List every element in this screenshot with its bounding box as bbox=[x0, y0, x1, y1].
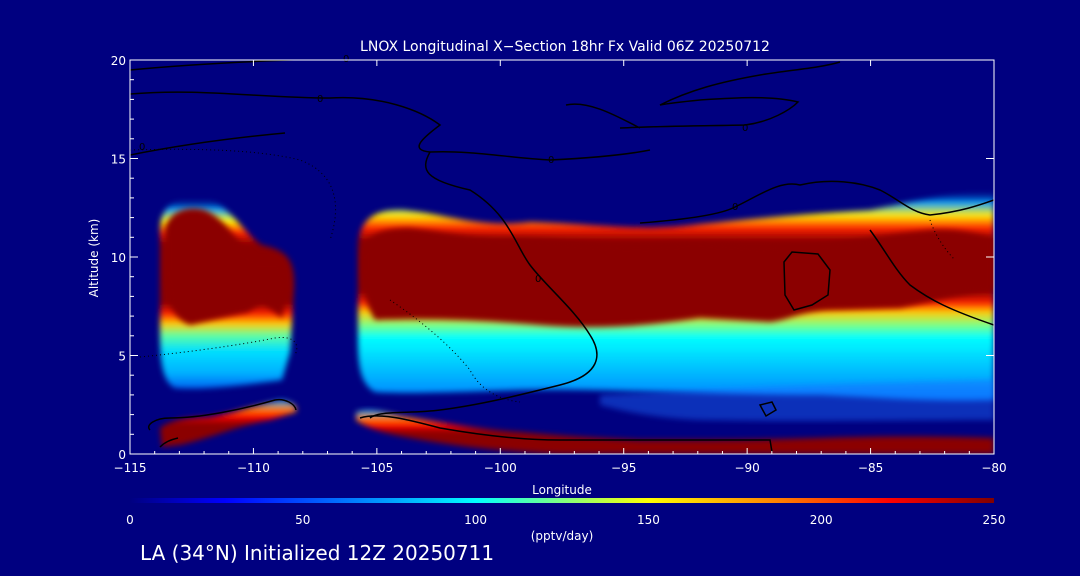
upper-core-left bbox=[165, 208, 288, 325]
y-tick-label: 10 bbox=[111, 251, 126, 265]
contour-line bbox=[619, 96, 800, 129]
colorbar-tick-label: 0 bbox=[126, 513, 134, 527]
contour-line bbox=[369, 151, 598, 419]
dotted-contour bbox=[139, 336, 298, 358]
contour-line bbox=[130, 60, 308, 71]
x-tick-label: −90 bbox=[734, 461, 759, 475]
x-axis: −115 −110 −105 −100 −95 −90 −85 −80 bbox=[114, 60, 1007, 475]
mid-haze bbox=[600, 380, 994, 421]
contour-line bbox=[659, 61, 841, 106]
colorbar-ticks: 0 50 100 150 200 250 bbox=[126, 513, 1005, 527]
contour-line bbox=[783, 251, 831, 311]
initialized-label: LA (34°N) Initialized 12Z 20250711 bbox=[140, 541, 495, 565]
dotted-contour bbox=[389, 299, 521, 403]
low-band-main bbox=[356, 409, 994, 454]
dotted-contours bbox=[130, 148, 956, 403]
contour-line bbox=[130, 91, 442, 153]
colorbar-label: (pptv/day) bbox=[531, 529, 594, 543]
colorbar-tick-label: 50 bbox=[295, 513, 310, 527]
x-tick-label: −100 bbox=[484, 461, 517, 475]
contour-line bbox=[148, 398, 297, 431]
contour-label: 0 bbox=[139, 142, 145, 153]
contour-line bbox=[159, 437, 179, 448]
x-tick-label: −95 bbox=[611, 461, 636, 475]
contour-label: 0 bbox=[742, 123, 748, 134]
contour-line bbox=[359, 415, 773, 453]
y-tick-label: 20 bbox=[111, 54, 126, 68]
contour-label: 0 bbox=[548, 155, 554, 166]
contour-line bbox=[758, 401, 777, 418]
y-tick-label: 15 bbox=[111, 153, 126, 167]
heatmap-field bbox=[160, 190, 994, 454]
colorbar-tick-label: 150 bbox=[637, 513, 660, 527]
contour-line bbox=[130, 132, 286, 156]
chart-title: LNOX Longitudinal X−Section 18hr Fx Vali… bbox=[360, 39, 770, 55]
y-axis-label: Altitude (km) bbox=[87, 219, 101, 298]
contour-label: 0 bbox=[317, 94, 323, 105]
colorbar-tick-label: 100 bbox=[464, 513, 487, 527]
x-tick-label: −105 bbox=[360, 461, 393, 475]
x-tick-label: −115 bbox=[114, 461, 147, 475]
y-tick-label: 5 bbox=[118, 350, 126, 364]
x-axis-label: Longitude bbox=[532, 483, 592, 497]
colorbar-tick-label: 250 bbox=[983, 513, 1006, 527]
y-tick-label: 0 bbox=[118, 448, 126, 462]
colorbar-tick-label: 200 bbox=[810, 513, 833, 527]
x-tick-label: −110 bbox=[237, 461, 270, 475]
contour-label: 0 bbox=[732, 202, 738, 213]
contour-line bbox=[429, 149, 651, 161]
dotted-contour bbox=[929, 219, 956, 261]
contour-line bbox=[639, 180, 994, 224]
contour-line bbox=[565, 103, 641, 129]
low-band-left bbox=[160, 400, 297, 447]
contour-label: 0 bbox=[535, 274, 541, 285]
contour-line bbox=[869, 229, 994, 326]
x-tick-label: −80 bbox=[981, 461, 1006, 475]
upper-core-main bbox=[362, 228, 994, 328]
colorbar bbox=[130, 498, 994, 503]
y-axis: 0 5 10 15 20 bbox=[111, 54, 994, 462]
x-tick-label: −85 bbox=[858, 461, 883, 475]
contours bbox=[130, 60, 994, 453]
